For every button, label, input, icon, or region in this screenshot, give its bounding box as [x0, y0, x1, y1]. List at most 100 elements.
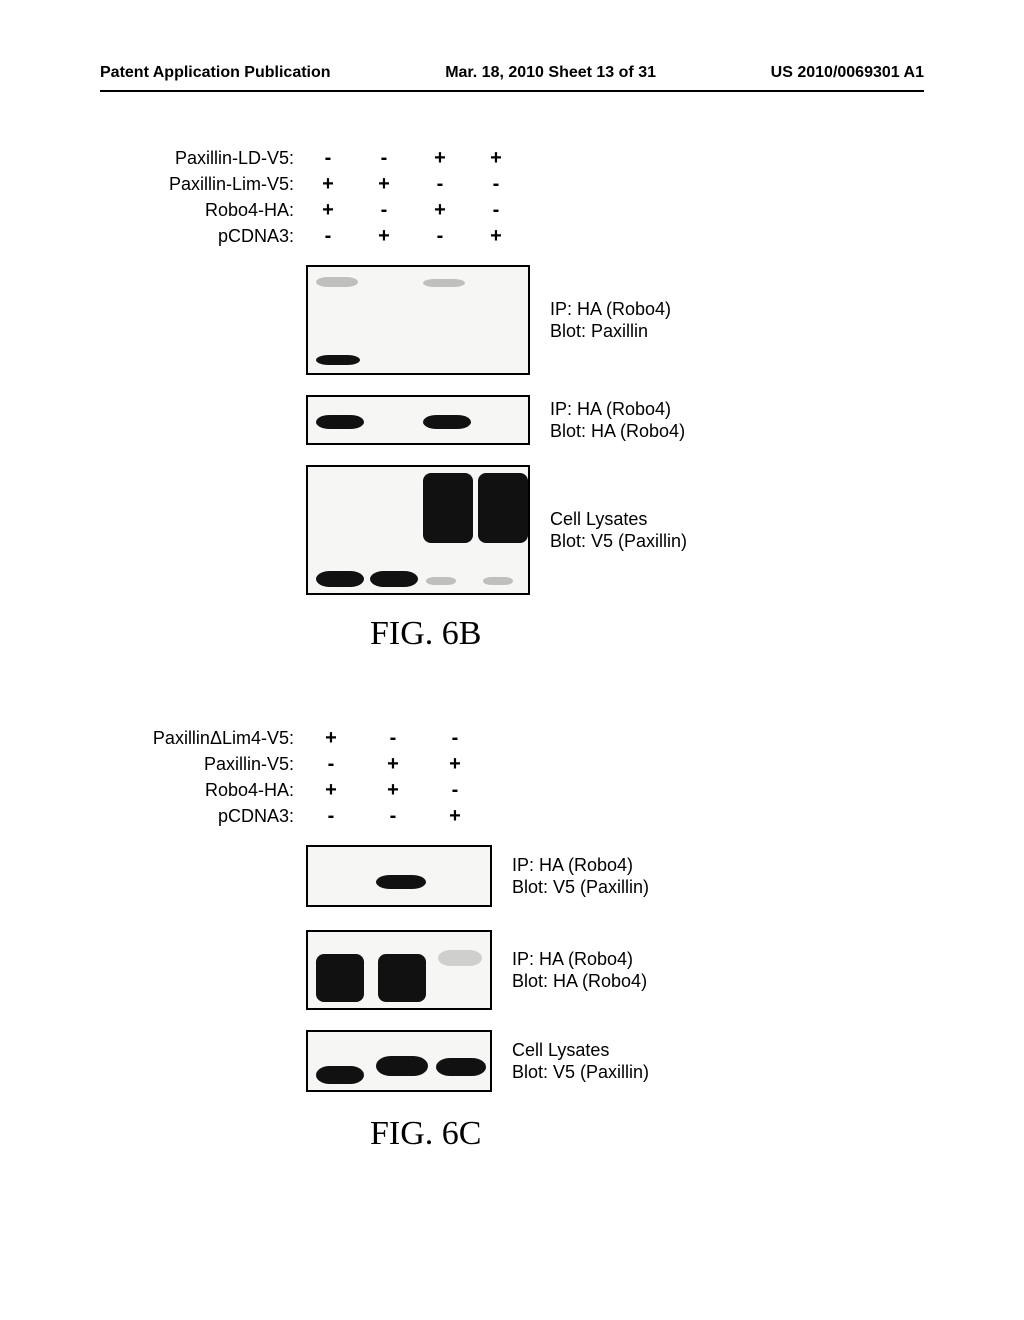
condition-cell: +: [356, 225, 412, 248]
table-row: PaxillinΔLim4-V5: + - -: [0, 725, 486, 751]
condition-cell: +: [356, 173, 412, 196]
blot-label-line: IP: HA (Robo4): [512, 854, 649, 877]
blot-label-line: Blot: Paxillin: [550, 320, 671, 343]
gel-band: [436, 1058, 486, 1076]
condition-cell: +: [300, 779, 362, 802]
gel-band: [423, 415, 471, 429]
blot-label: IP: HA (Robo4) Blot: V5 (Paxillin): [512, 854, 649, 899]
condition-cell: -: [412, 173, 468, 196]
gel-band: [483, 577, 513, 585]
condition-cell: -: [412, 225, 468, 248]
blot-image: [306, 265, 530, 375]
gel-band: [370, 571, 418, 587]
fig6b-blot-3: Cell Lysates Blot: V5 (Paxillin): [306, 465, 687, 595]
blot-label: IP: HA (Robo4) Blot: Paxillin: [550, 298, 671, 343]
fig6c-conditions-table: PaxillinΔLim4-V5: + - - Paxillin-V5: - +…: [0, 725, 486, 829]
figure-6c-title: FIG. 6C: [370, 1115, 481, 1153]
blot-label-line: IP: HA (Robo4): [550, 298, 671, 321]
blot-label-line: Cell Lysates: [512, 1039, 649, 1062]
gel-band: [423, 279, 465, 287]
condition-cell: +: [300, 727, 362, 750]
condition-cell: +: [412, 199, 468, 222]
blot-label-line: Cell Lysates: [550, 508, 687, 531]
condition-cell: +: [424, 805, 486, 828]
condition-cell: -: [468, 173, 524, 196]
table-row: Robo4-HA: + + -: [0, 777, 486, 803]
blot-label-line: Blot: V5 (Paxillin): [550, 530, 687, 553]
gel-band: [423, 473, 473, 543]
table-row: pCDNA3: - + - +: [0, 223, 524, 249]
header-rule: [100, 90, 924, 92]
blot-label-line: Blot: V5 (Paxillin): [512, 1061, 649, 1084]
gel-band: [316, 954, 364, 1002]
blot-label-line: IP: HA (Robo4): [550, 398, 685, 421]
condition-cell: +: [362, 753, 424, 776]
gel-band: [316, 571, 364, 587]
blot-label-line: Blot: HA (Robo4): [512, 970, 647, 993]
blot-label-line: Blot: HA (Robo4): [550, 420, 685, 443]
condition-cell: -: [356, 147, 412, 170]
page-header: Patent Application Publication Mar. 18, …: [100, 64, 924, 82]
fig6c-blot-3: Cell Lysates Blot: V5 (Paxillin): [306, 1030, 649, 1092]
gel-band: [316, 415, 364, 429]
condition-cell: +: [362, 779, 424, 802]
blot-label-line: IP: HA (Robo4): [512, 948, 647, 971]
gel-band: [478, 473, 528, 543]
table-row: Paxillin-Lim-V5: + + - -: [0, 171, 524, 197]
figure-6b-title: FIG. 6B: [370, 615, 481, 653]
condition-cell: -: [300, 753, 362, 776]
condition-cell: +: [300, 199, 356, 222]
blot-image: [306, 1030, 492, 1092]
condition-cell: +: [468, 225, 524, 248]
condition-label: Robo4-HA:: [0, 200, 300, 221]
fig6b-conditions-table: Paxillin-LD-V5: - - + + Paxillin-Lim-V5:…: [0, 145, 524, 249]
condition-cell: -: [356, 199, 412, 222]
table-row: pCDNA3: - - +: [0, 803, 486, 829]
blot-image: [306, 465, 530, 595]
blot-image: [306, 845, 492, 907]
gel-band: [316, 1066, 364, 1084]
condition-cell: -: [362, 727, 424, 750]
condition-label: pCDNA3:: [0, 806, 300, 827]
condition-label: pCDNA3:: [0, 226, 300, 247]
gel-band: [378, 954, 426, 1002]
fig6b-blot-1: IP: HA (Robo4) Blot: Paxillin: [306, 265, 671, 375]
condition-cell: +: [468, 147, 524, 170]
gel-band: [316, 277, 358, 287]
fig6c-blot-2: IP: HA (Robo4) Blot: HA (Robo4): [306, 930, 647, 1010]
blot-label: IP: HA (Robo4) Blot: HA (Robo4): [550, 398, 685, 443]
gel-band: [316, 355, 360, 365]
blot-label-line: Blot: V5 (Paxillin): [512, 876, 649, 899]
fig6c-blot-1: IP: HA (Robo4) Blot: V5 (Paxillin): [306, 845, 649, 907]
condition-label: PaxillinΔLim4-V5:: [0, 728, 300, 749]
fig6b-blot-2: IP: HA (Robo4) Blot: HA (Robo4): [306, 395, 685, 445]
blot-image: [306, 930, 492, 1010]
gel-band: [376, 1056, 428, 1076]
table-row: Paxillin-V5: - + +: [0, 751, 486, 777]
blot-label: Cell Lysates Blot: V5 (Paxillin): [512, 1039, 649, 1084]
condition-cell: -: [300, 147, 356, 170]
condition-cell: -: [468, 199, 524, 222]
condition-label: Paxillin-Lim-V5:: [0, 174, 300, 195]
condition-cell: -: [424, 779, 486, 802]
table-row: Robo4-HA: + - + -: [0, 197, 524, 223]
condition-label: Paxillin-V5:: [0, 754, 300, 775]
condition-cell: +: [424, 753, 486, 776]
blot-image: [306, 395, 530, 445]
table-row: Paxillin-LD-V5: - - + +: [0, 145, 524, 171]
condition-cell: -: [424, 727, 486, 750]
condition-label: Paxillin-LD-V5:: [0, 148, 300, 169]
gel-band: [376, 875, 426, 889]
gel-band: [426, 577, 456, 585]
condition-cell: +: [412, 147, 468, 170]
gel-band: [438, 950, 482, 966]
condition-cell: -: [300, 805, 362, 828]
blot-label: IP: HA (Robo4) Blot: HA (Robo4): [512, 948, 647, 993]
condition-label: Robo4-HA:: [0, 780, 300, 801]
blot-label: Cell Lysates Blot: V5 (Paxillin): [550, 508, 687, 553]
condition-cell: -: [300, 225, 356, 248]
header-left: Patent Application Publication: [100, 64, 331, 82]
condition-cell: -: [362, 805, 424, 828]
header-center: Mar. 18, 2010 Sheet 13 of 31: [445, 64, 656, 82]
header-right: US 2010/0069301 A1: [771, 64, 924, 82]
